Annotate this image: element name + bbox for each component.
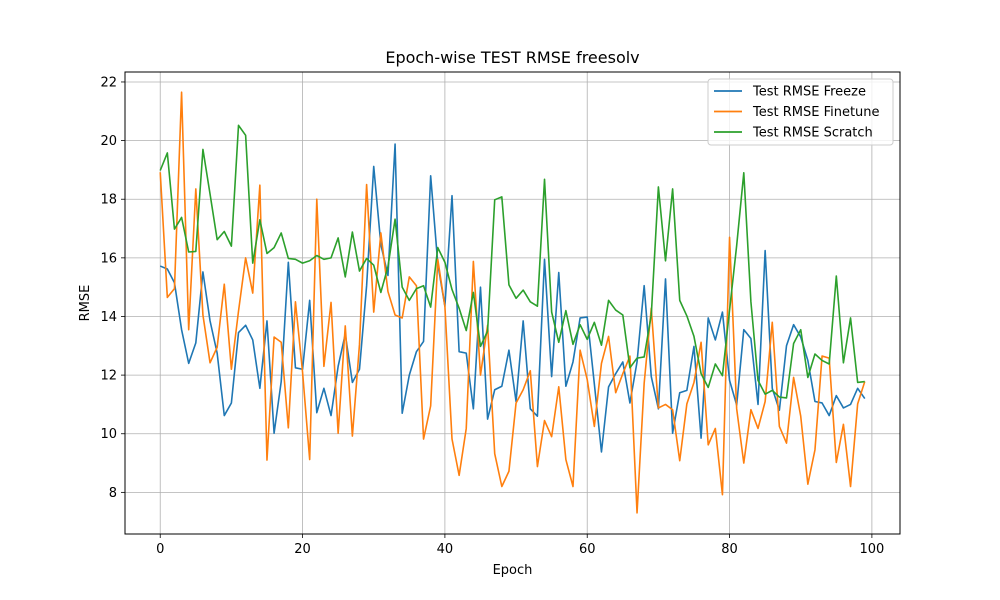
x-tick-label: 0	[156, 542, 164, 557]
y-axis-title: RMSE	[78, 285, 93, 322]
legend: Test RMSE Freeze Test RMSE Finetune Test R…	[707, 78, 894, 146]
y-tick-label: 18	[100, 193, 117, 208]
x-tick-label: 60	[579, 542, 596, 557]
legend-label-1: Test RMSE Freeze	[752, 85, 866, 100]
series-line-1	[159, 143, 866, 453]
chart-title: Epoch-wise TEST RMSE freesolv	[385, 48, 639, 67]
y-tick-label: 16	[100, 251, 117, 266]
x-tick-label: 40	[437, 542, 454, 557]
y-tick-label: 10	[100, 427, 117, 442]
x-tick-label: 100	[859, 542, 884, 557]
x-tick-label: 20	[294, 542, 311, 557]
legend-label-3: Test RMSE Scratch	[752, 126, 873, 141]
x-axis-title: Epoch	[493, 563, 533, 578]
series-line-2	[159, 91, 866, 514]
series-line-3	[159, 124, 865, 399]
series-layer	[159, 91, 866, 514]
legend-label-2: Test RMSE Finetune	[752, 105, 880, 120]
legend-box	[707, 78, 894, 146]
y-axis: 8 10 12 14 16 18 20 22	[100, 75, 125, 501]
y-tick-label: 12	[100, 369, 117, 384]
x-axis: 0 20 40 60 80 100	[156, 534, 884, 557]
plot-frame	[124, 71, 901, 535]
y-tick-label: 20	[100, 134, 117, 149]
y-tick-label: 8	[109, 486, 117, 501]
x-tick-label: 80	[721, 542, 738, 557]
y-tick-label: 22	[100, 75, 117, 90]
y-tick-label: 14	[100, 310, 117, 325]
